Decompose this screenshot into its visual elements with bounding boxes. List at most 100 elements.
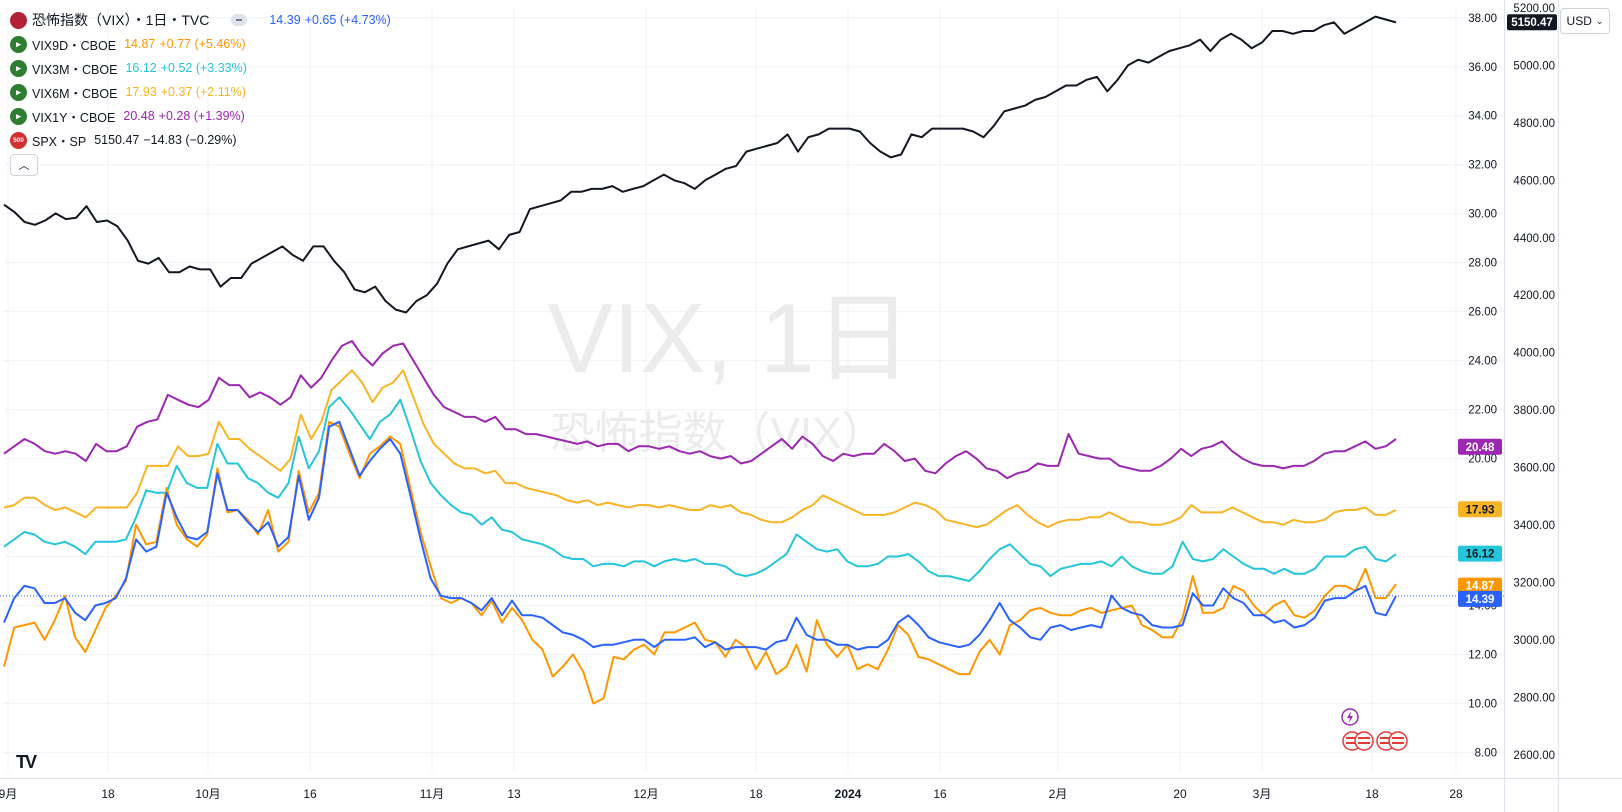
x-tick-label: 16 (303, 787, 317, 801)
x-tick-label: 2024 (835, 787, 862, 801)
legend-change: +0.77 (+5.46%) (159, 37, 246, 51)
last-value-badge (1458, 545, 1502, 562)
legend-row[interactable]: ▸ VIX3M・CBOE 16.12 +0.52 (+3.33%) (10, 56, 391, 80)
legend-value: 14.39 (269, 13, 301, 27)
last-value-label: 5150.47 (1511, 17, 1553, 29)
last-value-badge (1507, 14, 1557, 31)
watermark-title: VIX, 1日 (548, 283, 913, 393)
green-arrow-icon: ▸ (10, 35, 27, 53)
y-tick-label-left: 8.00 (1475, 747, 1497, 759)
y-tick-label-left: 36.00 (1468, 62, 1497, 74)
last-value-label: 16.12 (1466, 549, 1495, 561)
legend-change: −14.83 (−0.29%) (143, 133, 237, 147)
last-value-badge (1458, 577, 1502, 594)
series-line (3, 340, 1397, 480)
x-tick-label: 16 (933, 787, 947, 801)
us-flag-event-icon[interactable] (1376, 731, 1408, 751)
y-tick-label-left: 28.00 (1468, 258, 1497, 270)
lightning-glyph-icon (1347, 711, 1353, 723)
watermark-subtitle: 恐怖指数（VIX） (551, 409, 886, 458)
hide-series-button[interactable] (231, 14, 248, 26)
last-value-badge (1458, 501, 1502, 518)
y-tick-label-right: 2600.00 (1513, 750, 1555, 762)
legend-name: VIX6M・CBOE (32, 86, 118, 101)
legend-change: +0.65 (+4.73%) (304, 13, 391, 27)
y-tick-label-right: 3600.00 (1513, 463, 1555, 475)
x-tick-label: 9月 (0, 787, 17, 801)
y-tick-label-right: 3800.00 (1513, 405, 1555, 417)
y-tick-label-right: 4000.00 (1513, 348, 1555, 360)
legend-row[interactable]: ▸ VIX6M・CBOE 17.93 +0.37 (+2.11%) (10, 80, 391, 104)
legend-change: +0.37 (+2.11%) (160, 85, 246, 99)
sp500-badge-icon: 500 (10, 131, 27, 149)
y-tick-label-left: 24.00 (1468, 356, 1497, 368)
us-flag-event-icon[interactable] (1342, 731, 1374, 751)
x-tick-label: 18 (1365, 787, 1379, 801)
y-tick-label-left: 10.00 (1468, 698, 1497, 710)
y-tick-label-left: 12.00 (1468, 649, 1497, 661)
last-value-label: 17.93 (1466, 504, 1495, 516)
legend-value: 16.12 (125, 61, 157, 75)
y-tick-label-left: 30.00 (1468, 209, 1497, 221)
y-tick-label-left: 34.00 (1468, 111, 1497, 123)
y-tick-label-right: 2800.00 (1513, 692, 1555, 704)
x-tick-label: 10月 (195, 787, 220, 801)
legend-change: +0.52 (+3.33%) (160, 61, 247, 75)
x-tick-label: 13 (507, 787, 521, 801)
series-line (3, 396, 1397, 582)
x-tick-label: 2月 (1049, 787, 1068, 801)
legend-value: 20.48 (123, 109, 155, 123)
y-tick-label-left: 22.00 (1468, 405, 1497, 417)
green-arrow-icon: ▸ (10, 59, 27, 77)
chevron-up-icon: ︿ (18, 160, 30, 172)
legend-name: 恐怖指数（VIX）・1日・TVC (32, 12, 210, 28)
legend-name: SPX・SP (32, 134, 87, 149)
currency-select[interactable]: USD ⌄ (1560, 8, 1610, 34)
last-value-label: 20.48 (1466, 442, 1495, 454)
x-tick-label: 28 (1449, 787, 1463, 801)
y-tick-label-right: 5200.00 (1513, 3, 1555, 15)
x-tick-label: 3月 (1253, 787, 1272, 801)
legend-row[interactable]: ▸ VIX9D・CBOE 14.87 +0.77 (+5.46%) (10, 32, 391, 56)
x-tick-label: 12月 (633, 787, 658, 801)
x-tick-label: 18 (101, 787, 115, 801)
legend-name: VIX3M・CBOE (32, 62, 118, 77)
legend-name: VIX9D・CBOE (32, 38, 117, 53)
collapse-legend-button[interactable]: ︿ (10, 154, 38, 176)
y-tick-label-left: 26.00 (1468, 307, 1497, 319)
legend-value: 14.87 (124, 37, 156, 51)
last-value-badge (1458, 590, 1502, 607)
series-line (3, 420, 1397, 651)
x-tick-label: 20 (1173, 787, 1187, 801)
last-value-badge (1458, 438, 1502, 455)
us-flag-icon (10, 11, 27, 29)
series-line (3, 369, 1397, 529)
last-value-label: 14.39 (1466, 594, 1495, 606)
legend-name: VIX1Y・CBOE (32, 110, 116, 125)
series-line (3, 15, 1397, 314)
y-tick-label-right: 3200.00 (1513, 577, 1555, 589)
y-tick-label-right: 3000.00 (1513, 635, 1555, 647)
legend-value: 17.93 (125, 85, 157, 99)
currency-label: USD (1566, 14, 1592, 28)
x-tick-label: 11月 (420, 787, 444, 801)
legend-row[interactable]: 500 SPX・SP 5150.47 −14.83 (−0.29%) (10, 128, 391, 152)
legend: 恐怖指数（VIX）・1日・TVC 14.39 +0.65 (+4.73%) ▸ V… (10, 8, 391, 176)
y-tick-label-left: 38.00 (1468, 13, 1497, 25)
legend-change: +0.28 (+1.39%) (158, 109, 245, 123)
y-tick-label-right: 5000.00 (1513, 60, 1555, 72)
legend-value: 5150.47 (94, 133, 140, 147)
green-arrow-icon: ▸ (10, 107, 27, 125)
y-tick-label-right: 4800.00 (1513, 118, 1555, 130)
y-tick-label-right: 3400.00 (1513, 520, 1555, 532)
y-tick-label-left: 20.00 (1468, 454, 1497, 466)
tradingview-logo: TV (16, 752, 37, 772)
y-tick-label-right: 4400.00 (1513, 233, 1555, 245)
y-tick-label-right: 4600.00 (1513, 175, 1555, 187)
chevron-down-icon: ⌄ (1595, 15, 1604, 26)
green-arrow-icon: ▸ (10, 83, 27, 101)
x-tick-label: 18 (749, 787, 763, 801)
legend-row[interactable]: ▸ VIX1Y・CBOE 20.48 +0.28 (+1.39%) (10, 104, 391, 128)
legend-row-vix[interactable]: 恐怖指数（VIX）・1日・TVC 14.39 +0.65 (+4.73%) (10, 8, 391, 32)
